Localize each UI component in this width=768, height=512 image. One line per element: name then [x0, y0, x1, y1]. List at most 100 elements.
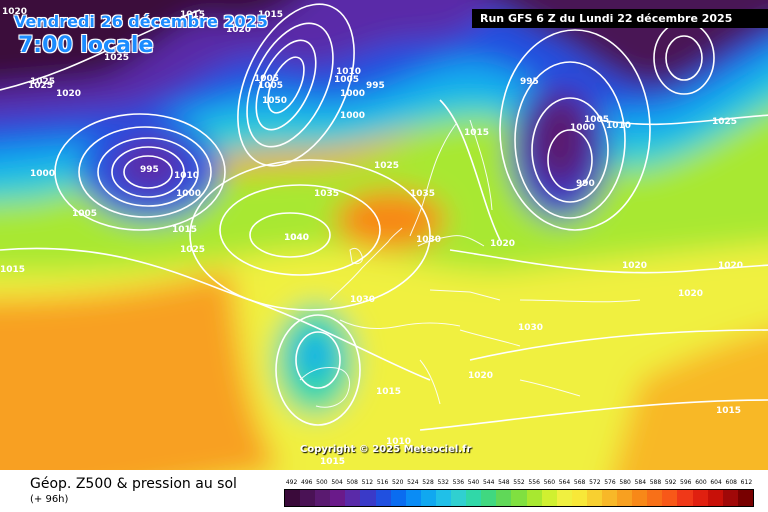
legend-value: 584: [634, 479, 647, 486]
pressure-label: 1005: [334, 75, 359, 85]
legend-swatch: [737, 490, 753, 506]
run-info: Run GFS 6 Z du Lundi 22 décembre 2025: [472, 9, 768, 28]
legend-value: 604: [710, 479, 722, 486]
legend-value: 580: [619, 479, 631, 486]
pressure-label: 1005: [258, 81, 283, 91]
pressure-label: 995: [520, 77, 539, 87]
pressure-label: 1015: [0, 265, 25, 275]
legend-swatch: [617, 490, 633, 506]
legend-value: 544: [482, 479, 495, 486]
pressure-label: 1035: [410, 189, 435, 199]
legend-swatch: [300, 490, 316, 506]
legend-swatch: [285, 490, 301, 506]
pressure-label: 1035: [314, 189, 339, 199]
pressure-label: 1025: [180, 245, 205, 255]
legend-value: 524: [407, 479, 419, 486]
lead-time: (+ 96h): [30, 494, 69, 505]
legend-value: 612: [740, 479, 753, 486]
legend-value: 576: [604, 479, 616, 486]
legend-labels: 492 496 500 504 508 512 516 520 524 528 532 536 540 5…: [284, 479, 754, 488]
legend-value: 592: [664, 479, 677, 486]
legend-swatch: [571, 490, 587, 506]
legend-value: 528: [422, 479, 434, 486]
legend-value: 564: [558, 479, 571, 486]
legend-swatch: [601, 490, 618, 506]
legend-swatch: [496, 490, 512, 506]
pressure-label: 1020: [678, 289, 703, 299]
pressure-label: 1020: [490, 239, 515, 249]
legend-swatch: [511, 490, 527, 506]
pressure-label: 1040: [284, 233, 309, 243]
pressure-label: 990: [576, 179, 595, 189]
pressure-label: 1005: [72, 209, 97, 219]
pressure-label: 1040: [284, 233, 309, 243]
legend-value: 496: [301, 479, 313, 486]
legend-swatch: [375, 490, 391, 506]
legend-swatch: [722, 490, 738, 506]
legend-swatch: [405, 490, 421, 506]
pressure-label: 1015: [464, 128, 489, 138]
legend-swatch: [481, 490, 497, 506]
pressure-label: 1050: [262, 96, 287, 106]
pressure-label: 1020: [56, 89, 81, 99]
legend-swatch: [541, 490, 557, 506]
pressure-label: 1010: [386, 437, 411, 447]
forecast-time: 7:00 locale: [18, 33, 154, 58]
legend-swatch: [647, 490, 663, 506]
legend-value: 504: [331, 479, 343, 486]
pressure-label: 1030: [350, 295, 375, 305]
pressure-label: 1020: [226, 25, 251, 35]
pressure-label: 1000: [340, 111, 365, 121]
legend-swatch: [586, 490, 602, 506]
pressure-label: 1015: [320, 457, 345, 467]
pressure-label: 1000: [340, 89, 365, 99]
pressure-label: 1010: [336, 67, 361, 77]
legend-swatch: [632, 490, 648, 506]
pressure-label: 1015: [376, 387, 401, 397]
pressure-label: 1000: [176, 189, 201, 199]
pressure-label: 1030: [416, 235, 441, 245]
pressure-label: 1020: [718, 261, 743, 271]
legend-value: 600: [695, 479, 707, 486]
color-legend: [284, 489, 754, 507]
legend-value: 500: [316, 479, 328, 486]
pressure-label: 1010: [174, 171, 199, 181]
pressure-label: 1025: [712, 117, 737, 127]
pressure-label: 1020: [622, 261, 647, 271]
legend-swatch: [435, 490, 452, 506]
legend-value: 552: [513, 479, 525, 486]
pressure-label: 1010: [606, 121, 631, 131]
pressure-label: 1005: [254, 74, 279, 84]
coastlines: [299, 119, 641, 408]
pressure-label: 995: [140, 165, 159, 175]
pressure-label: 1025: [104, 53, 129, 63]
legend-value: 508: [346, 479, 358, 486]
legend-value: 516: [376, 479, 389, 486]
legend-swatch: [451, 490, 467, 506]
legend-value: 588: [649, 479, 662, 486]
pressure-label: 1005: [584, 115, 609, 125]
legend-swatch: [556, 490, 572, 506]
legend-value: 596: [680, 479, 692, 486]
pressure-label: 995: [366, 81, 385, 91]
pressure-label: 1025: [30, 77, 55, 87]
copyright: Copyright © 2025 Meteociel.fr: [300, 444, 472, 455]
pressure-label: 1025: [374, 161, 399, 171]
legend-value: 520: [391, 479, 404, 486]
pressure-label: 1015: [172, 225, 197, 235]
legend-value: 556: [528, 479, 540, 486]
forecast-date: Vendredi 26 décembre 2025: [14, 12, 268, 31]
legend-swatch: [390, 490, 406, 506]
pressure-label: 1015: [180, 10, 205, 20]
pressure-label: 1015: [716, 406, 741, 416]
pressure-label: 1020: [468, 371, 493, 381]
legend-swatch: [692, 490, 708, 506]
legend-value: 512: [361, 479, 374, 486]
legend-value: 560: [543, 479, 556, 486]
legend-value: 532: [437, 479, 449, 486]
legend-swatch: [420, 490, 436, 506]
legend-swatch: [315, 490, 331, 506]
